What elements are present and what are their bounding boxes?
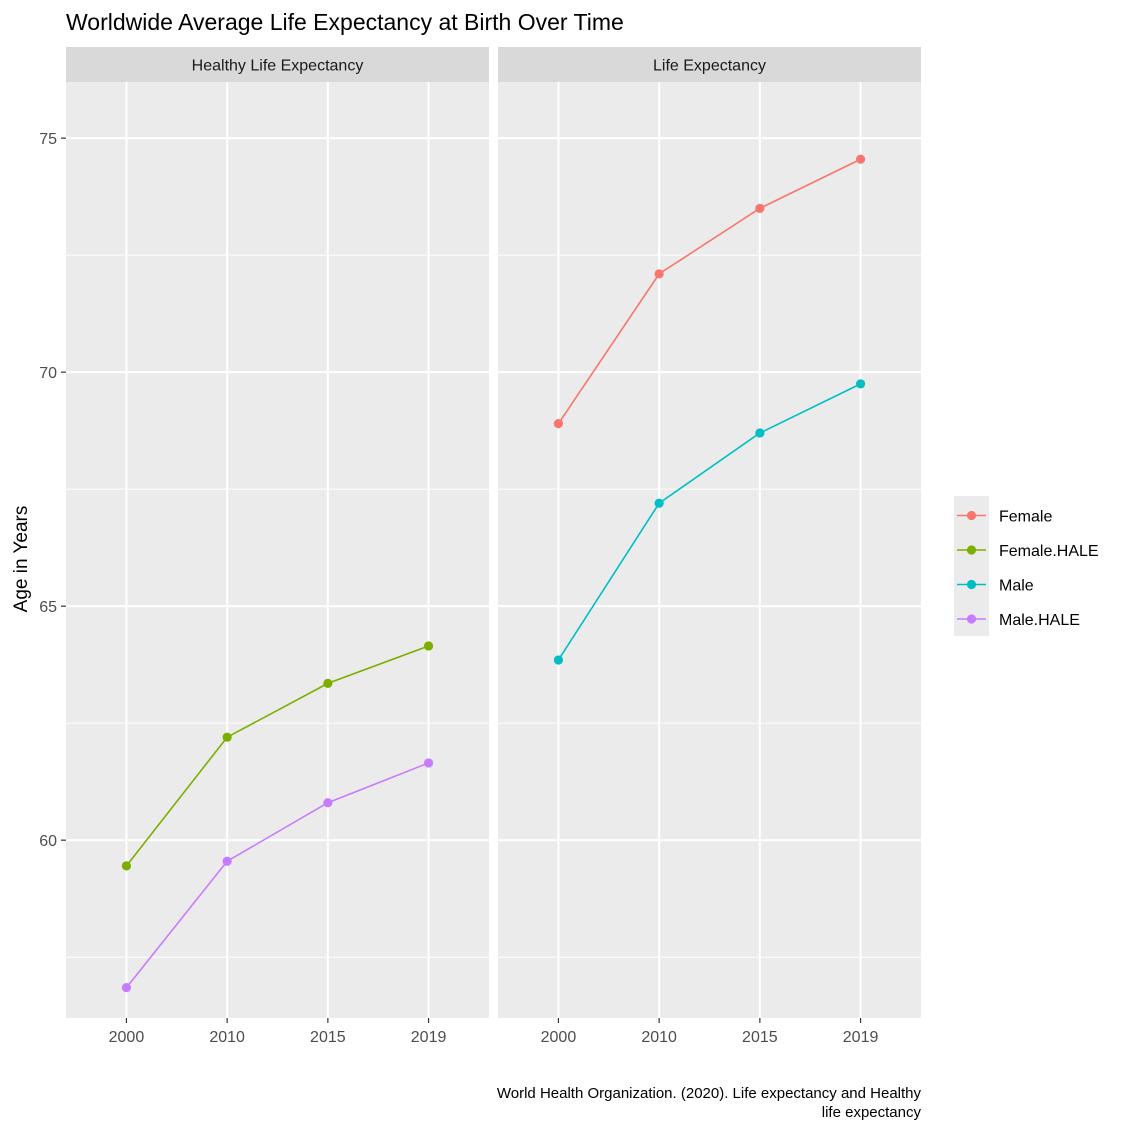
x-tick-label: 2015 [310, 1029, 346, 1046]
series-line-female [557, 158, 861, 425]
y-axis: 60 65 70 75 [39, 131, 66, 850]
legend-label: Male [999, 578, 1034, 595]
legend-label: Female.HALE [999, 543, 1099, 560]
legend-key-point [966, 579, 977, 590]
legend-label: Male.HALE [999, 612, 1080, 629]
legend-item-male: Male [957, 578, 1034, 595]
caption: World Health Organization. (2020). Life … [497, 1085, 922, 1121]
series-male [553, 379, 866, 665]
legend-key-point [966, 545, 977, 555]
x-tick-label: 2015 [742, 1029, 778, 1046]
data-point-female-hale [423, 641, 434, 651]
legend-item-female-hale: Female.HALE [957, 543, 1099, 560]
panel-healthy-life-expectancy: Healthy Life Expectancy 2000 2010 2015 2019 [66, 47, 489, 1046]
facet-strip-label: Life Expectancy [653, 58, 766, 75]
chart-title: Worldwide Average Life Expectancy at Bir… [66, 9, 624, 35]
series-line-female-hale [125, 645, 429, 867]
data-point-male [755, 428, 765, 438]
legend: Female Female.HALE Male Male.HALE [954, 496, 1099, 636]
series-line-male [557, 383, 861, 661]
x-tick-label: 2000 [541, 1029, 577, 1046]
x-tick-label: 2000 [109, 1029, 145, 1046]
facet-strip [498, 47, 921, 82]
panel-background [498, 82, 921, 1018]
y-axis-title: Age in Years [11, 506, 32, 613]
data-point-male-hale [423, 758, 434, 768]
y-tick-label: 70 [39, 365, 57, 382]
data-point-male [553, 655, 564, 665]
data-point-male [654, 498, 664, 508]
y-tick-label: 65 [39, 599, 57, 616]
data-point-female-hale [222, 732, 232, 742]
x-tick-label: 2019 [843, 1029, 879, 1046]
panel-life-expectancy: Life Expectancy 2000 2010 2015 2019 [498, 47, 921, 1046]
legend-key-point [966, 614, 977, 624]
series-male-hale [121, 758, 434, 993]
caption-line: World Health Organization. (2020). Life … [497, 1085, 922, 1102]
legend-label: Female [999, 509, 1052, 526]
x-tick-label: 2019 [411, 1029, 447, 1046]
series-female [553, 154, 866, 429]
legend-item-male-hale: Male.HALE [957, 612, 1080, 629]
y-tick-label: 60 [39, 833, 57, 850]
data-point-female [553, 419, 564, 429]
data-point-male-hale [121, 982, 132, 993]
series-female-hale [121, 641, 434, 871]
data-point-male [855, 379, 866, 389]
data-point-female [654, 269, 664, 279]
facet-strip-label: Healthy Life Expectancy [192, 58, 364, 75]
data-point-female-hale [121, 861, 132, 871]
data-point-female [755, 203, 765, 213]
legend-item-female: Female [957, 509, 1052, 526]
panel-background [66, 82, 489, 1018]
caption-line: life expectancy [822, 1104, 922, 1121]
data-point-male-hale [323, 798, 333, 808]
x-tick-label: 2010 [641, 1029, 677, 1046]
legend-key-point [966, 510, 977, 521]
data-point-female [855, 154, 866, 164]
data-point-male-hale [222, 856, 232, 866]
data-point-female-hale [323, 678, 333, 688]
x-tick-label: 2010 [209, 1029, 245, 1046]
y-tick-label: 75 [39, 131, 57, 148]
facet-strip [66, 47, 489, 82]
series-line-male-hale [125, 762, 429, 989]
